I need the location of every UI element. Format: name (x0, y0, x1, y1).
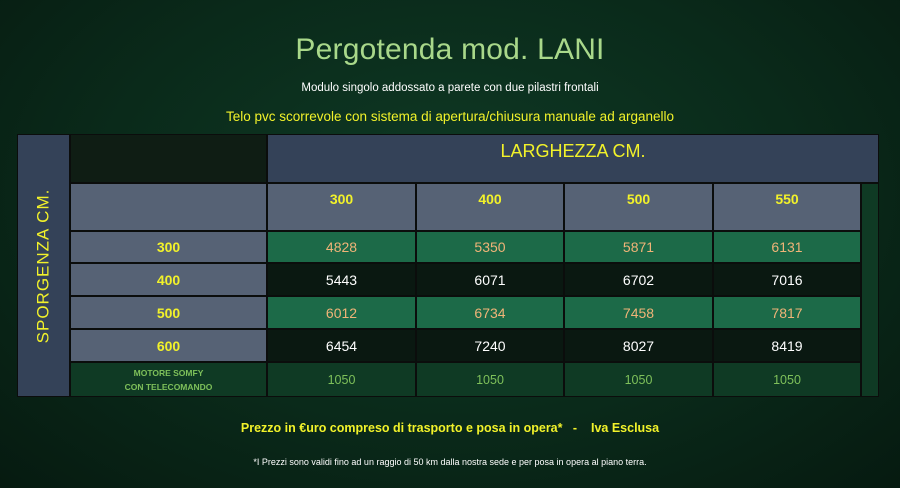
price-cell: 7240 (416, 329, 564, 362)
price-cell: 7817 (713, 296, 861, 329)
page-subtitle: Modulo singolo addossato a parete con du… (301, 82, 599, 94)
price-cell: 8027 (564, 329, 713, 362)
price-cell: 5443 (267, 263, 416, 296)
motor-price-cell: 1050 (713, 362, 861, 397)
price-cell: 5350 (416, 231, 564, 263)
price-cell: 6702 (564, 263, 713, 296)
motor-price-cell: 1050 (416, 362, 564, 397)
price-cell: 6012 (267, 296, 416, 329)
row-header: 300 (70, 231, 267, 263)
row-header: 600 (70, 329, 267, 362)
price-cell: 6454 (267, 329, 416, 362)
column-header: 400 (416, 183, 564, 231)
price-cell: 6131 (713, 231, 861, 263)
motor-price-cell: 1050 (267, 362, 416, 397)
larghezza-axis-label: LARGHEZZA CM. (267, 134, 879, 183)
price-cell: 6734 (416, 296, 564, 329)
page-title: Pergotenda mod. LANI (295, 33, 605, 66)
price-cell: 6071 (416, 263, 564, 296)
right-column-spacer (861, 183, 879, 397)
row-header: 400 (70, 263, 267, 296)
sporgenza-axis-label: SPORGENZA CM. (17, 134, 70, 397)
price-cell: 5871 (564, 231, 713, 263)
motor-label-line2: CON TELECOMANDO (124, 381, 213, 392)
price-cell: 8419 (713, 329, 861, 362)
price-cell: 7458 (564, 296, 713, 329)
column-header: 550 (713, 183, 861, 231)
price-cell: 7016 (713, 263, 861, 296)
motor-label-line1: MOTORE SOMFY (133, 367, 204, 378)
header-blank-cell (70, 183, 267, 231)
motor-row-header: MOTORE SOMFY CON TELECOMANDO (70, 362, 267, 397)
price-note: Prezzo in €uro compreso di trasporto e p… (240, 421, 660, 435)
row-header: 500 (70, 296, 267, 329)
motor-price-cell: 1050 (564, 362, 713, 397)
column-header: 300 (267, 183, 416, 231)
footnote: *I Prezzi sono validi fino ad un raggio … (253, 457, 647, 467)
price-cell: 4828 (267, 231, 416, 263)
table-corner-cell (70, 134, 267, 183)
price-table: SPORGENZA CM. LARGHEZZA CM. 300 400 500 … (17, 134, 879, 397)
column-header: 500 (564, 183, 713, 231)
page-subtitle-2: Telo pvc scorrevole con sistema di apert… (226, 109, 674, 124)
